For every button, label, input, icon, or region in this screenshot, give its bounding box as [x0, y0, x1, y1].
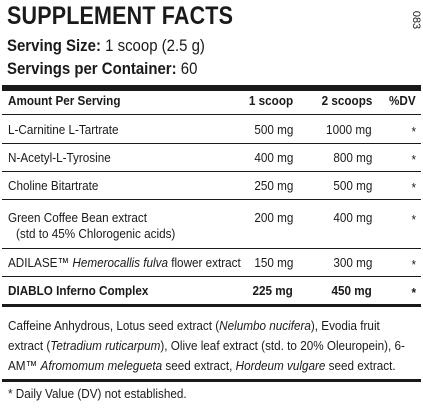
ingredient-name: Choline Bitartrate — [8, 178, 98, 194]
thick-rule — [2, 379, 421, 382]
serving-size: Serving Size: 1 scoop (2.5 g) — [7, 36, 205, 56]
name-part: Green Coffee Bean extract — [8, 210, 147, 225]
amount-2-scoops: 800 mg — [332, 150, 372, 165]
blend-part: Afromomum melegueta — [40, 358, 163, 373]
rule — [2, 114, 421, 115]
name-part: ADILASE™ — [8, 255, 73, 270]
code: 083 — [409, 10, 422, 30]
column-header: %DV — [389, 93, 416, 108]
blend-part: Tetradium ruticarpum — [50, 338, 161, 353]
blend-part: Nelumbo nucifera — [219, 318, 311, 333]
amount-2-scoops: 450 mg — [331, 283, 372, 298]
name-part: DIABLO Inferno Complex — [8, 283, 149, 298]
serving-size-label: Serving Size: — [7, 36, 101, 55]
servings-label: Servings per Container: — [7, 59, 177, 78]
daily-value: * — [411, 285, 416, 300]
name-part: flower extract — [167, 255, 241, 270]
name-part: Choline Bitartrate — [8, 178, 99, 193]
daily-value: * — [411, 257, 416, 272]
daily-value: * — [411, 152, 416, 167]
daily-value: * — [411, 124, 416, 139]
title: SUPPLEMENT FACTS — [7, 2, 234, 30]
amount-1-scoop: 250 mg — [253, 178, 293, 193]
serving-size-value: 1 scoop (2.5 g) — [105, 36, 205, 55]
blend-part: ), Evodia fruit extract ( — [8, 318, 380, 353]
column-header: 1 scoop — [248, 93, 293, 108]
name-part: L-Carnitine L-Tartrate — [8, 122, 119, 137]
ingredient-name: DIABLO Inferno Complex — [8, 283, 148, 299]
column-header: Amount Per Serving — [8, 93, 121, 108]
ingredient-name: ADILASE™ Hemerocallis fulva flower extra… — [8, 255, 241, 271]
servings: Servings per Container: 60 — [7, 59, 197, 79]
rule — [2, 276, 421, 277]
amount-1-scoop: 500 mg — [253, 122, 293, 137]
amount-1-scoop: 150 mg — [253, 255, 293, 270]
blend-part: seed extract. — [325, 358, 396, 373]
blend-part: seed extract, — [162, 358, 236, 373]
footnote: * Daily Value (DV) not established. — [8, 386, 187, 401]
rule — [2, 248, 421, 249]
amount-1-scoop: 400 mg — [253, 150, 293, 165]
amount-2-scoops: 500 mg — [332, 178, 372, 193]
ingredient-name: Green Coffee Bean extract — [8, 210, 147, 226]
name-part: N-Acetyl-L-Tyrosine — [8, 150, 111, 165]
amount-2-scoops: 300 mg — [332, 255, 372, 270]
daily-value: * — [411, 212, 416, 227]
blend-part: Caffeine Anhydrous, Lotus seed extract ( — [8, 318, 220, 333]
blend-part: ), Olive leaf extract (std. to 20% Oleur… — [8, 338, 405, 373]
blend-ingredients: Caffeine Anhydrous, Lotus seed extract (… — [8, 316, 413, 376]
amount-2-scoops: 400 mg — [332, 210, 372, 225]
ingredient-name: N-Acetyl-L-Tyrosine — [8, 150, 111, 166]
ingredient-note: (std to 45% Chlorogenic acids) — [16, 226, 176, 241]
amount-1-scoop: 225 mg — [252, 283, 293, 298]
thick-rule — [2, 85, 421, 91]
daily-value: * — [411, 180, 416, 195]
amount-1-scoop: 200 mg — [253, 210, 293, 225]
rule — [2, 143, 421, 144]
column-header: 2 scoops — [321, 93, 372, 108]
name-part: Hemerocallis fulva — [72, 255, 168, 270]
servings-value: 60 — [180, 59, 198, 78]
rule — [2, 171, 421, 172]
blend-part: Hordeum vulgare — [235, 358, 326, 373]
rule — [2, 199, 421, 200]
ingredient-name: L-Carnitine L-Tartrate — [8, 122, 119, 138]
thick-rule — [2, 304, 421, 307]
amount-2-scoops: 1000 mg — [326, 122, 372, 137]
